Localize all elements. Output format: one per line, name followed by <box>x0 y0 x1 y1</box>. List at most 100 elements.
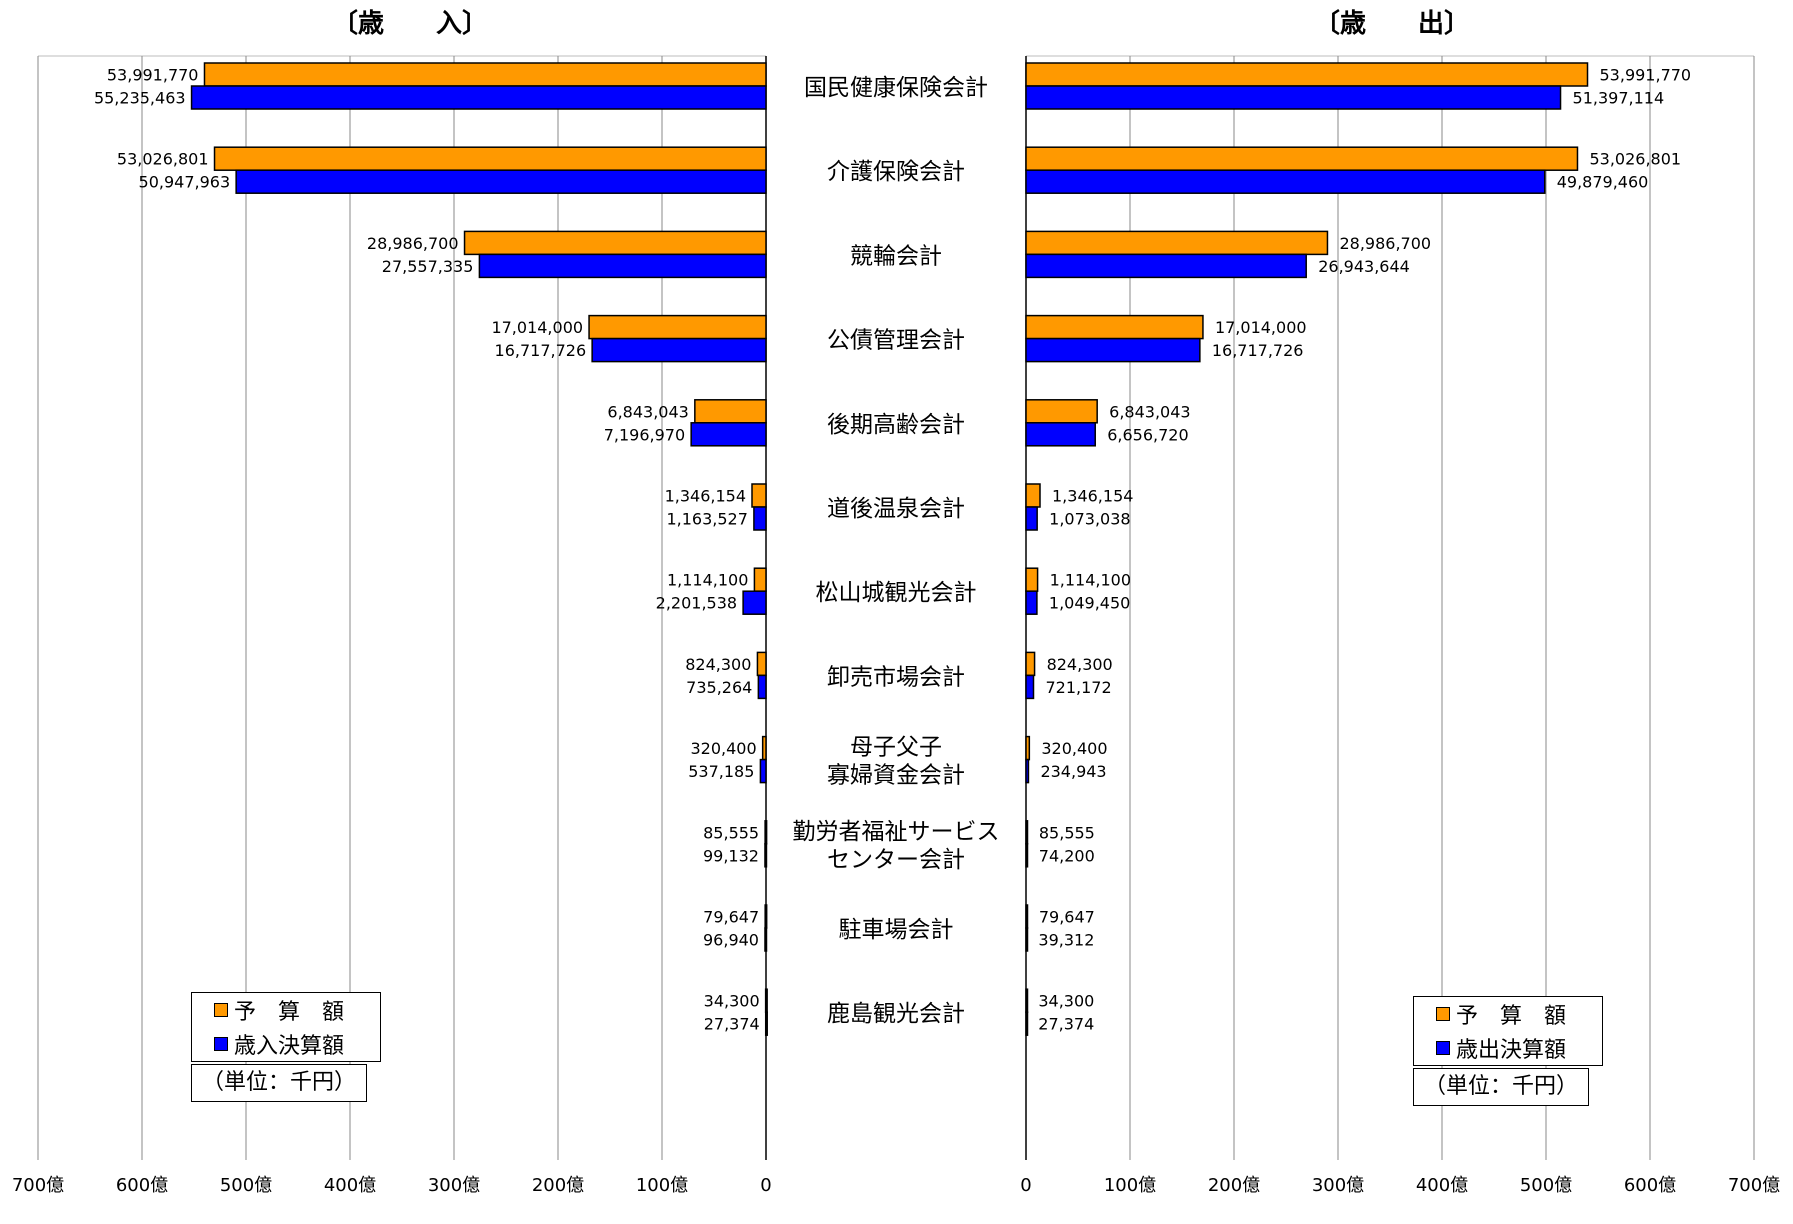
bar-budget <box>213 146 767 171</box>
bar-actual <box>1025 843 1029 868</box>
bar-actual <box>190 85 767 110</box>
x-tick-label: 600億 <box>116 1175 168 1196</box>
bar-actual <box>1025 590 1038 615</box>
data-label: 1,073,038 <box>1049 510 1130 529</box>
data-label: 1,346,154 <box>665 487 746 506</box>
actual-swatch <box>214 1037 228 1051</box>
data-label: 16,717,726 <box>495 341 587 360</box>
data-label: 34,300 <box>704 992 760 1011</box>
bar-actual <box>1025 85 1562 110</box>
data-label: 27,557,335 <box>382 257 474 276</box>
data-label: 1,346,154 <box>1052 487 1133 506</box>
x-tick-label: 400億 <box>1416 1175 1468 1196</box>
bar-budget <box>1025 62 1589 87</box>
category-label: 勤労者福祉サービス <box>793 819 1000 845</box>
bar-budget <box>1025 904 1029 929</box>
data-label: 79,647 <box>1039 908 1095 927</box>
data-label: 99,132 <box>703 846 759 865</box>
bar-budget <box>764 988 768 1013</box>
data-label: 824,300 <box>685 655 751 674</box>
x-tick-label: 700億 <box>12 1175 64 1196</box>
data-label: 85,555 <box>1039 823 1095 842</box>
category-label: 公債管理会計 <box>827 328 965 354</box>
x-tick-label: 0 <box>760 1175 771 1196</box>
data-label: 320,400 <box>690 739 756 758</box>
category-label: 松山城観光会計 <box>816 580 977 606</box>
bar-budget <box>1025 483 1041 508</box>
bar-budget <box>1025 651 1036 677</box>
bar-budget <box>756 651 767 677</box>
data-label: 79,647 <box>703 908 759 927</box>
right-chart-title: 〔歳 出〕 <box>1314 9 1470 39</box>
bar-budget <box>1025 567 1039 592</box>
data-label: 17,014,000 <box>491 318 583 337</box>
legend-right: 予 算 額 歳出決算額 <box>1413 996 1603 1066</box>
x-tick-label: 300億 <box>1312 1175 1364 1196</box>
bar-budget <box>764 820 768 845</box>
bar-budget <box>203 62 767 87</box>
bar-budget <box>761 735 767 761</box>
bar-budget <box>694 399 767 424</box>
data-label: 7,196,970 <box>604 425 685 444</box>
bar-budget <box>764 904 768 929</box>
category-label: 競輪会計 <box>850 243 942 269</box>
category-label: 寡婦資金会計 <box>827 763 965 789</box>
legend-label-budget: 予 算 額 <box>1456 1004 1567 1029</box>
data-label: 53,026,801 <box>1589 150 1681 169</box>
data-label: 1,114,100 <box>667 571 748 590</box>
legend-item-budget: 予 算 額 <box>192 993 380 1027</box>
category-labels: 国民健康保険会計介護保険会計競輪会計公債管理会計後期高齢会計道後温泉会計松山城観… <box>793 75 1000 1027</box>
data-label: 824,300 <box>1047 655 1113 674</box>
actual-swatch <box>1436 1041 1450 1055</box>
data-label: 27,374 <box>704 1015 760 1034</box>
bar-actual <box>757 674 767 700</box>
bar-actual <box>753 506 767 531</box>
bar-budget <box>1025 820 1029 845</box>
data-label: 39,312 <box>1038 931 1094 950</box>
left-chart-title: 〔歳 入〕 <box>332 9 488 39</box>
bar-budget <box>1025 146 1579 171</box>
data-label: 17,014,000 <box>1215 318 1307 337</box>
category-label: 道後温泉会計 <box>827 496 965 522</box>
bar-actual <box>759 758 767 784</box>
x-tick-label: 200億 <box>532 1175 584 1196</box>
x-tick-label: 0 <box>1020 1175 1031 1196</box>
unit-label-left: （単位：千円） <box>191 1064 368 1102</box>
x-tick-label: 100億 <box>1104 1175 1156 1196</box>
x-tick-label: 500億 <box>1520 1175 1572 1196</box>
data-label: 53,991,770 <box>1600 66 1692 85</box>
bar-budget <box>588 314 767 340</box>
bar-actual <box>1025 253 1307 279</box>
data-label: 26,943,644 <box>1318 257 1410 276</box>
data-label: 49,879,460 <box>1557 173 1649 192</box>
bar-budget <box>1025 314 1204 340</box>
x-tick-label: 700億 <box>1728 1175 1780 1196</box>
bar-actual <box>1025 674 1035 700</box>
bar-actual <box>764 843 768 868</box>
data-label: 721,172 <box>1046 678 1112 697</box>
data-label: 74,200 <box>1039 846 1095 865</box>
unit-label-right: （単位：千円） <box>1413 1068 1590 1106</box>
budget-swatch <box>214 1003 228 1017</box>
bar-actual <box>742 590 767 615</box>
data-label: 234,943 <box>1040 762 1106 781</box>
bar-actual <box>1025 758 1030 784</box>
legend-label-budget: 予 算 額 <box>234 1000 345 1025</box>
bar-budget <box>1025 735 1031 761</box>
bar-actual <box>591 337 767 363</box>
revenue-panel: 0 100億 200億 300億 400億 500億 600億 700億 53,991,770 5… <box>12 55 772 1196</box>
x-tick-label: 500億 <box>220 1175 272 1196</box>
x-tick-label: 400億 <box>324 1175 376 1196</box>
category-label: 卸売市場会計 <box>827 664 965 690</box>
bar-actual <box>764 1011 768 1036</box>
data-label: 96,940 <box>703 931 759 950</box>
data-label: 28,986,700 <box>1339 234 1431 253</box>
x-tick-label: 100億 <box>636 1175 688 1196</box>
bar-budget <box>463 230 767 256</box>
bar-budget <box>751 483 767 508</box>
category-label: センター会計 <box>827 847 965 873</box>
x-tick-label: 300億 <box>428 1175 480 1196</box>
data-label: 6,843,043 <box>1109 402 1190 421</box>
bar-actual <box>1025 337 1201 363</box>
